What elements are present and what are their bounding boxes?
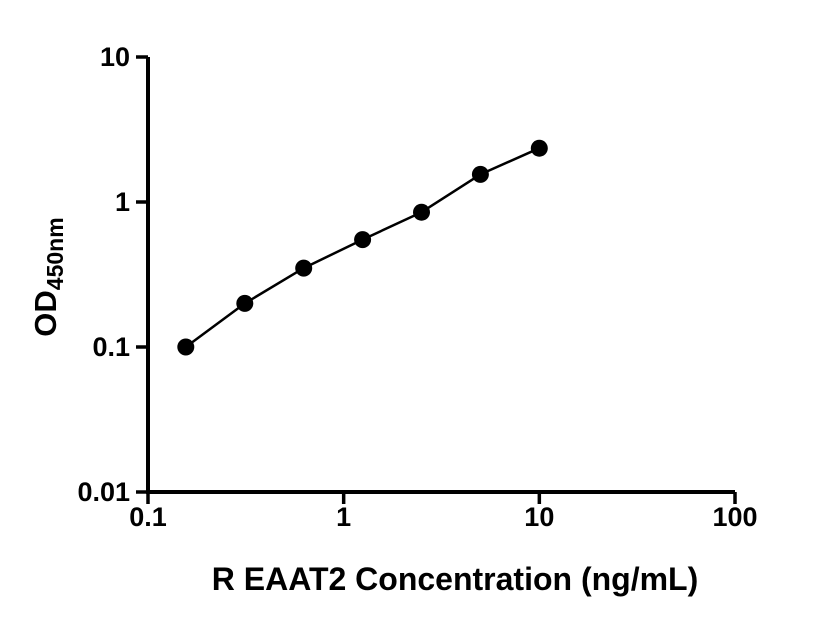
data-point (236, 294, 254, 312)
x-tick-label: 10 (524, 502, 554, 532)
y-tick-label: 1 (115, 187, 130, 217)
axes (146, 57, 735, 494)
x-axis-title: R EAAT2 Concentration (ng/mL) (212, 561, 699, 597)
data-point (177, 338, 195, 356)
x-tick-label: 0.1 (129, 502, 167, 532)
y-tick-label: 10 (100, 42, 130, 72)
data-point (530, 139, 548, 157)
x-tick-label: 1 (336, 502, 351, 532)
data-point (354, 231, 372, 249)
axis-lines (146, 57, 735, 494)
y-axis-title-main: OD (28, 290, 63, 337)
data-point (295, 259, 313, 277)
data-point (471, 165, 489, 183)
x-tick-label: 100 (712, 502, 757, 532)
y-tick-label: 0.1 (92, 332, 130, 362)
y-axis-title: OD450nm (28, 217, 68, 336)
data-point (413, 203, 430, 221)
data-series (177, 139, 548, 356)
y-axis-title-sub: 450nm (42, 217, 68, 290)
y-tick-label: 0.01 (77, 477, 130, 507)
